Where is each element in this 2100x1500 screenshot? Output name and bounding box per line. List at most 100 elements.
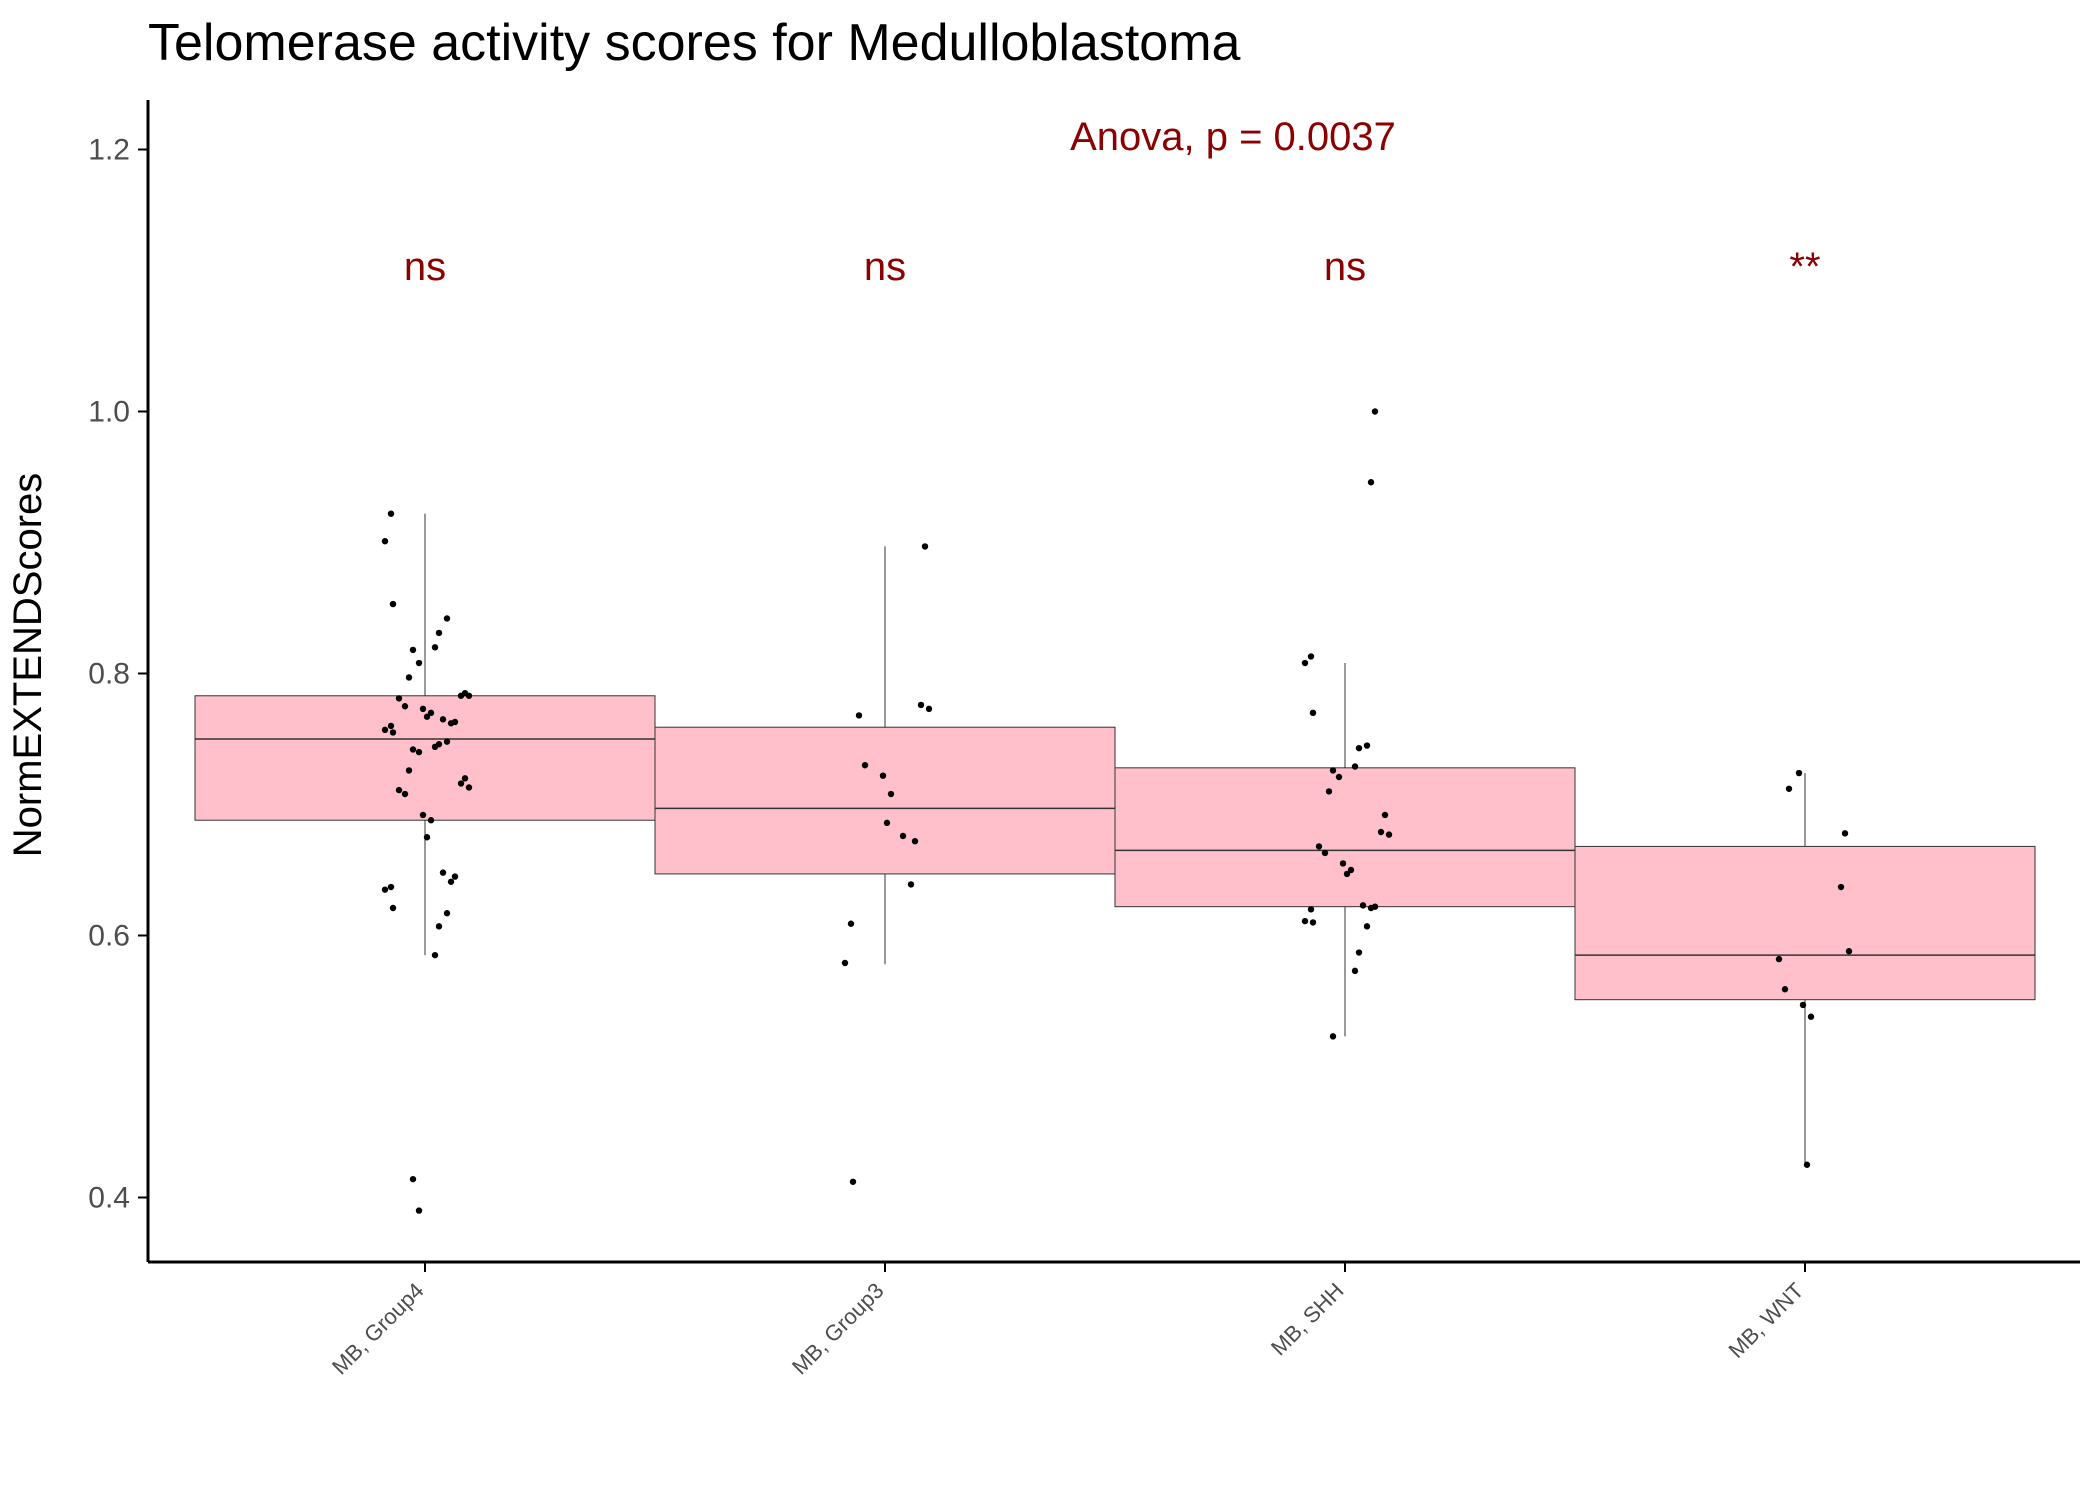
data-point [431, 951, 439, 959]
box-group [194, 513, 656, 956]
y-tick-label: 0.4 [88, 1182, 130, 1215]
box-group [1574, 773, 2036, 1165]
data-point [1837, 883, 1845, 891]
data-point [1377, 828, 1385, 836]
box [654, 726, 1116, 875]
data-point [395, 695, 403, 702]
data-point [1307, 906, 1315, 913]
data-point [431, 644, 439, 651]
data-point [1807, 1013, 1815, 1020]
anova-label: Anova, p = 0.0037 [1070, 115, 1396, 159]
data-point [841, 959, 849, 967]
data-point [439, 716, 447, 723]
data-point [409, 746, 417, 753]
data-point [405, 767, 413, 774]
points-group [381, 510, 473, 1214]
data-point [899, 832, 907, 840]
data-point [1343, 870, 1351, 878]
data-point [415, 1207, 423, 1214]
data-point [409, 1175, 417, 1183]
data-point [1781, 986, 1789, 993]
data-point [907, 881, 915, 888]
data-point [1363, 923, 1371, 930]
data-point [387, 722, 395, 730]
data-point [381, 726, 389, 734]
data-point [439, 869, 447, 876]
data-point [1371, 408, 1379, 415]
data-point [401, 790, 409, 798]
significance-label: ** [1789, 245, 1820, 289]
data-point [423, 834, 431, 841]
data-point [443, 615, 451, 622]
data-point [381, 886, 389, 893]
data-point [461, 775, 469, 782]
data-point [1841, 830, 1849, 837]
data-point [1329, 1033, 1337, 1040]
significance-label: ns [1324, 245, 1366, 289]
data-point [925, 705, 933, 713]
x-tick-label: MB, Group3 [787, 1278, 889, 1380]
plot-area: ns ns ns ** 0.4 0.6 0.8 1.0 1.2 MB, Group4 MB, Gro… [88, 100, 2080, 1379]
data-point [435, 923, 443, 930]
data-point [1367, 904, 1375, 912]
data-point [1339, 860, 1347, 867]
box-group [654, 546, 1116, 965]
data-point [1321, 849, 1329, 857]
points-group [1301, 408, 1393, 1040]
data-point [861, 762, 869, 769]
y-tick-label: 0.8 [88, 658, 130, 691]
data-point [849, 1178, 857, 1185]
data-point [457, 692, 465, 699]
x-tick-label: MB, SHH [1266, 1278, 1349, 1361]
box [1114, 767, 1576, 908]
data-point [387, 883, 395, 891]
data-point [1347, 866, 1355, 874]
data-point [887, 790, 895, 798]
data-point [1775, 955, 1783, 963]
data-point [409, 646, 417, 654]
data-point [1355, 949, 1363, 956]
data-point [427, 817, 435, 824]
data-point [1785, 785, 1793, 792]
data-point [847, 920, 855, 927]
data-point [381, 537, 389, 545]
data-point [1845, 948, 1853, 955]
data-point [435, 629, 443, 637]
data-point [1363, 742, 1371, 749]
y-tick-label: 1.2 [88, 134, 130, 167]
data-point [423, 713, 431, 720]
significance-label: ns [864, 245, 906, 289]
data-point [389, 600, 397, 608]
data-point [1385, 831, 1393, 838]
data-point [1325, 788, 1333, 795]
data-point [1335, 773, 1343, 781]
data-point [1351, 763, 1359, 770]
data-point [395, 786, 403, 794]
data-point [1799, 1001, 1807, 1009]
box-group [1114, 663, 1576, 1037]
data-point [883, 819, 891, 827]
data-point [415, 748, 423, 756]
x-tick-label: MB, Group4 [327, 1278, 429, 1380]
data-point [1301, 917, 1309, 925]
points-group [841, 543, 933, 1185]
data-point [1307, 653, 1315, 660]
data-point [1329, 767, 1337, 774]
data-point [1309, 919, 1317, 926]
box [1574, 845, 2036, 1001]
data-point [427, 709, 435, 716]
data-point [1309, 709, 1317, 716]
data-point [1367, 479, 1375, 486]
data-point [911, 837, 919, 845]
data-point [405, 674, 413, 681]
data-point [855, 712, 863, 719]
data-point [1803, 1161, 1811, 1168]
data-point [387, 510, 395, 517]
significance-label: ns [404, 245, 446, 289]
data-point [1301, 659, 1309, 667]
data-point [879, 772, 887, 779]
data-point [465, 692, 473, 699]
data-point [917, 701, 925, 709]
data-point [451, 873, 459, 880]
